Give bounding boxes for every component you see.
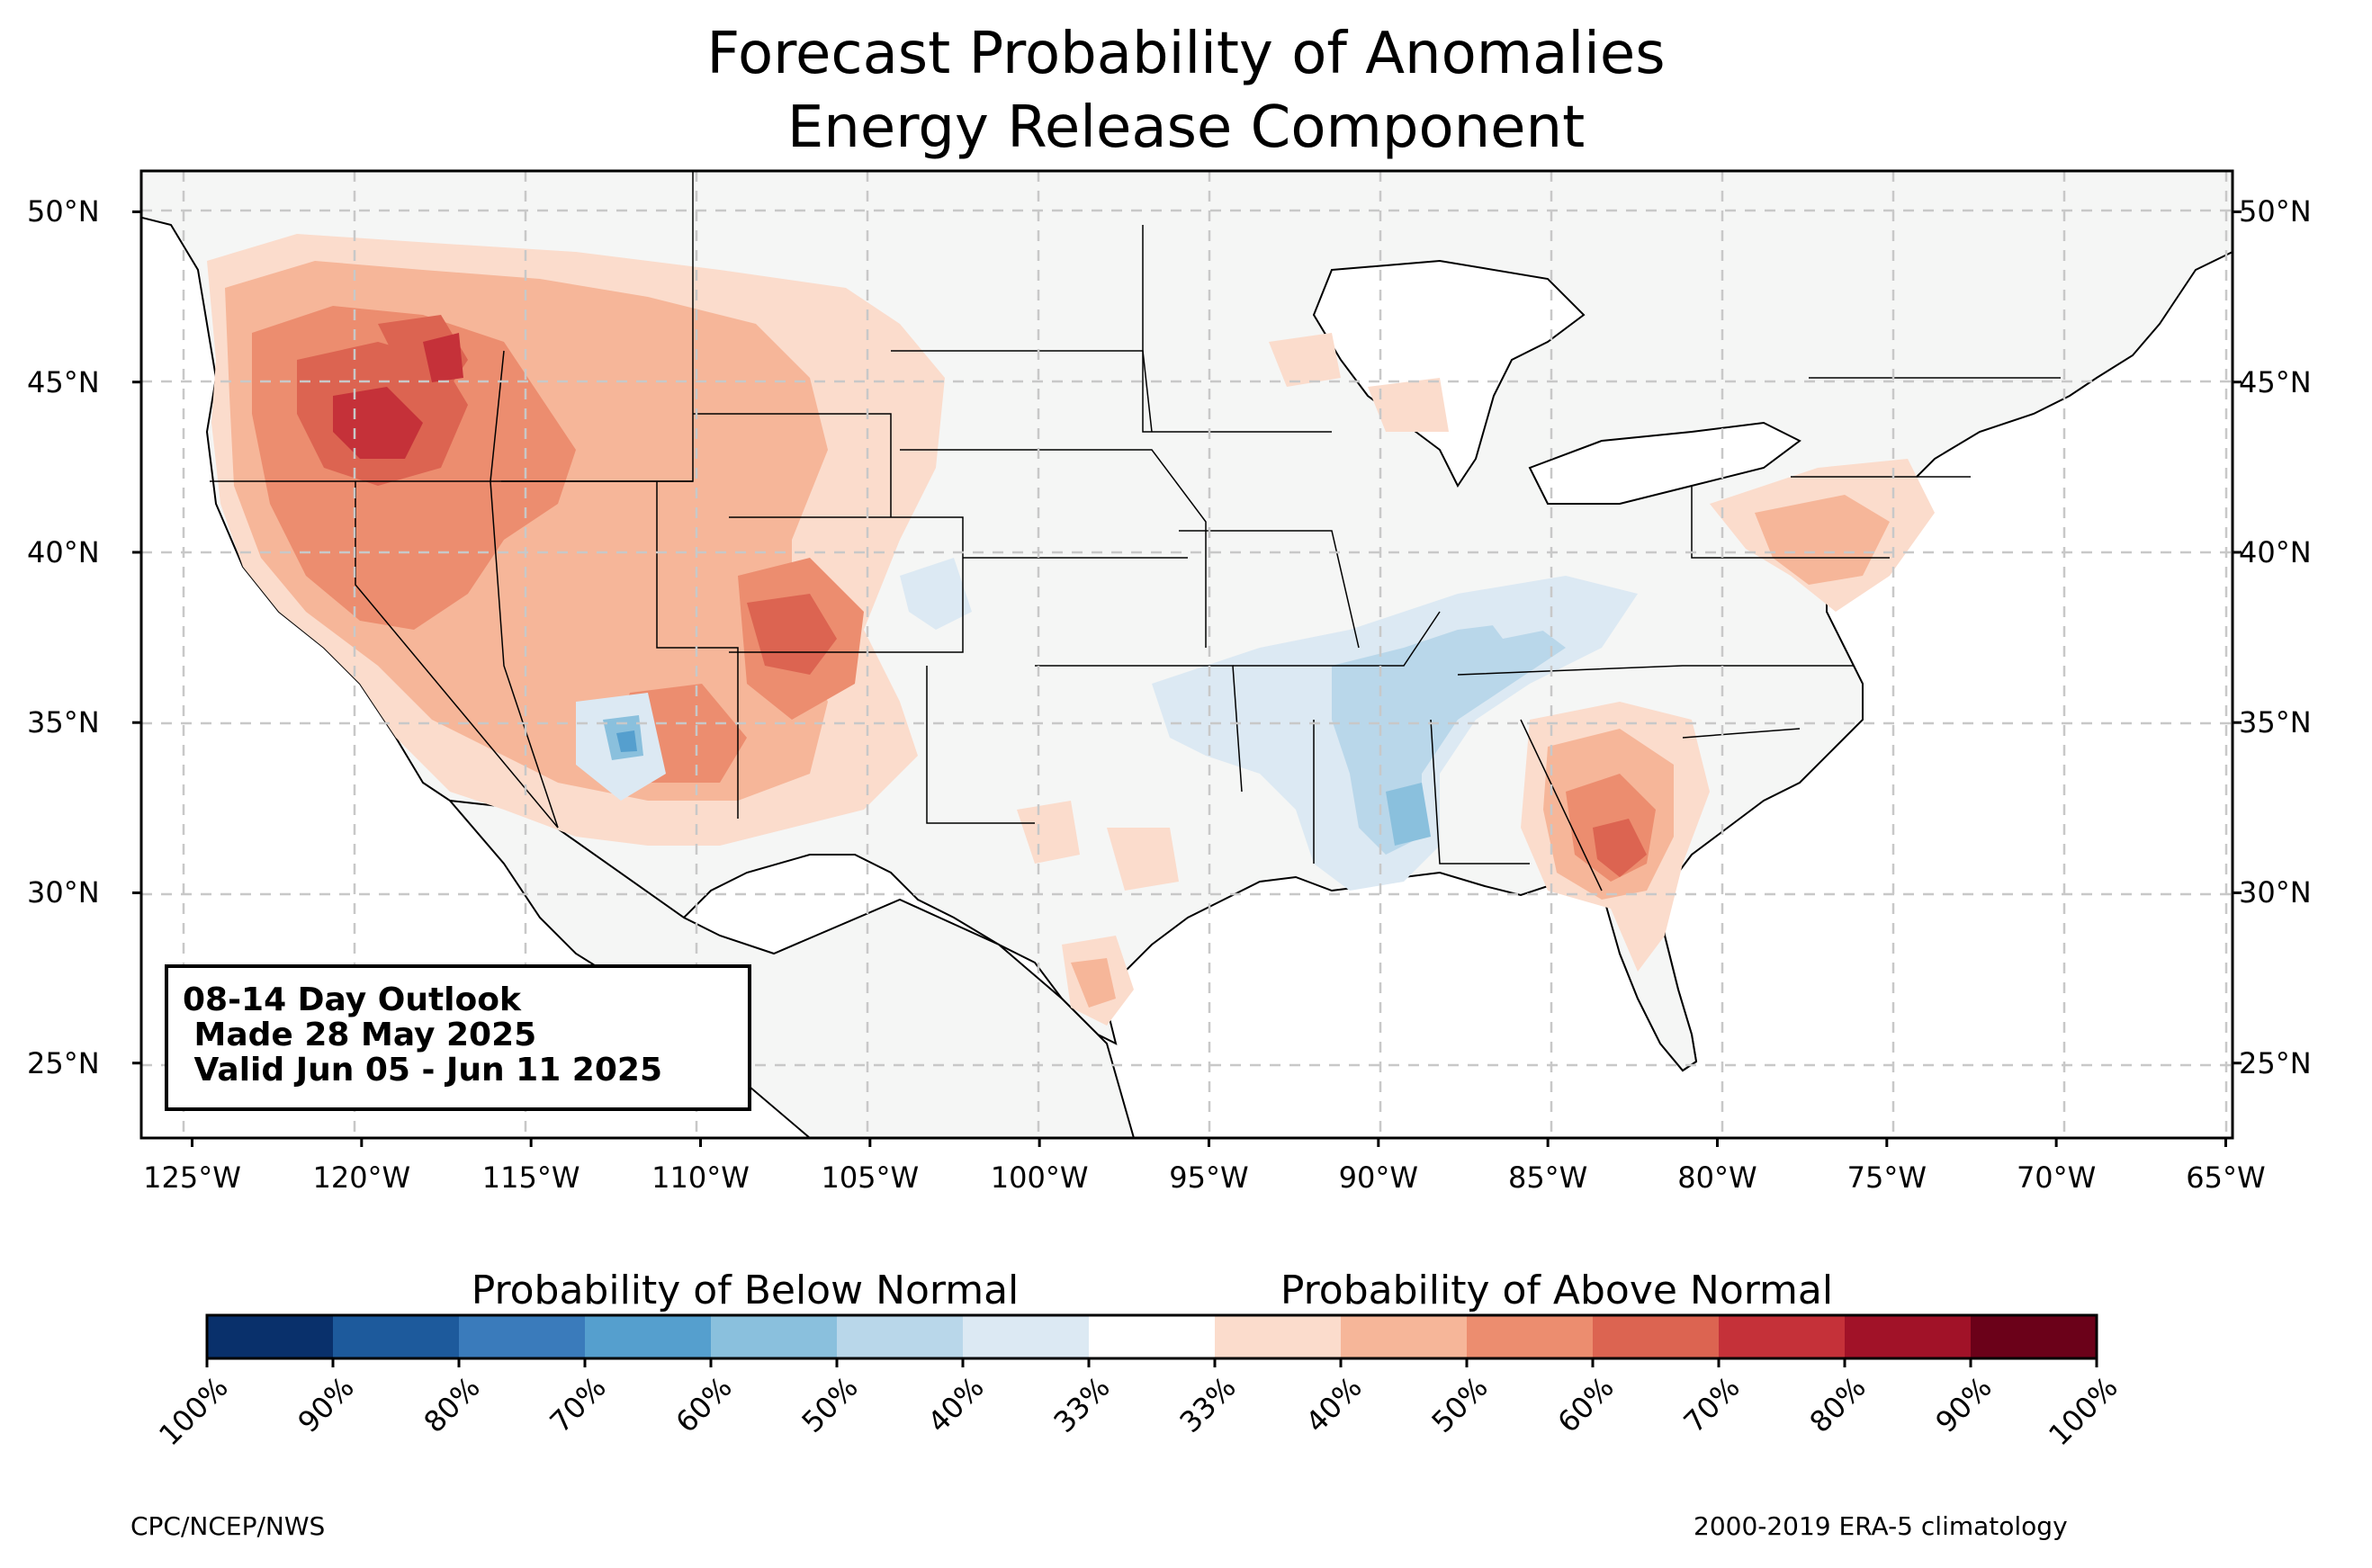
colorbar-segment	[459, 1315, 586, 1358]
colorbar-segment	[585, 1315, 712, 1358]
colorbar-segment	[711, 1315, 838, 1358]
lat-tick-label: 50°N	[2239, 194, 2312, 229]
colorbar-segment	[207, 1315, 334, 1358]
title-line-2: Energy Release Component	[786, 94, 1586, 161]
title-line-1: Forecast Probability of Anomalies	[706, 21, 1666, 87]
lat-tick-label: 30°N	[27, 875, 100, 910]
mexico-land	[447, 799, 1136, 1138]
lat-tick-label: 35°N	[2239, 705, 2312, 740]
lat-tick-label: 25°N	[27, 1045, 100, 1080]
lon-tick-label: 90°W	[1338, 1160, 1418, 1195]
outlook-valid-dates: Valid Jun 05 - Jun 11 2025	[183, 1052, 663, 1089]
lon-tick-label: 95°W	[1169, 1160, 1249, 1195]
lat-tick-label: 40°N	[2239, 534, 2312, 569]
outlook-info-box: 08-14 Day Outlook Made 28 May 2025 Valid…	[165, 964, 751, 1111]
colorbar-segment	[1089, 1315, 1216, 1358]
source-credit: CPC/NCEP/NWS	[130, 1511, 326, 1541]
lake-erie-ontario	[1528, 421, 1801, 505]
lat-tick-label: 25°N	[2239, 1045, 2312, 1080]
below-normal-regions	[576, 558, 1638, 891]
colorbar-segment	[1845, 1315, 1972, 1358]
lon-tick-label: 100°W	[990, 1160, 1089, 1195]
map-frame	[139, 169, 2234, 1140]
colorbar	[205, 1313, 2098, 1367]
lat-tick-label: 30°N	[2239, 875, 2312, 910]
colorbar-segment	[837, 1315, 964, 1358]
colorbar-segment	[1593, 1315, 1720, 1358]
lat-tick-label: 40°N	[27, 534, 100, 569]
colorbar-frame	[205, 1313, 2098, 1360]
lat-tick-label: 35°N	[27, 705, 100, 740]
lon-tick-label: 120°W	[312, 1160, 411, 1195]
lon-tick-label: 75°W	[1846, 1160, 1927, 1195]
lon-tick-label: 105°W	[821, 1160, 920, 1195]
colorbar-segment	[333, 1315, 460, 1358]
lon-tick-label: 65°W	[2186, 1160, 2266, 1195]
lat-tick-label: 50°N	[27, 194, 100, 229]
colorbar-segment	[1971, 1315, 2098, 1358]
axis-ticks	[132, 210, 2242, 1147]
lat-tick-label: 45°N	[27, 364, 100, 399]
colorbar-segment	[1719, 1315, 1846, 1358]
lon-tick-label: 115°W	[481, 1160, 580, 1195]
colorbar-segment	[1467, 1315, 1594, 1358]
colorbar-segment	[1341, 1315, 1468, 1358]
lon-tick-label: 80°W	[1677, 1160, 1757, 1195]
lon-tick-label: 110°W	[651, 1160, 750, 1195]
outlook-period: 08-14 Day Outlook	[183, 981, 521, 1018]
colorbar-segment	[963, 1315, 1090, 1358]
colorbar-segment	[1215, 1315, 1342, 1358]
graticule	[141, 171, 2233, 1138]
climatology-note: 2000-2019 ERA-5 climatology	[1694, 1511, 2068, 1541]
outlook-made-date: Made 28 May 2025	[183, 1017, 537, 1053]
lat-tick-label: 45°N	[2239, 364, 2312, 399]
colorbar-below-label: Probability of Below Normal	[471, 1268, 1020, 1313]
lon-tick-label: 125°W	[143, 1160, 241, 1195]
colorbar-above-label: Probability of Above Normal	[1280, 1268, 1834, 1313]
state-borders	[210, 171, 2061, 892]
lon-tick-label: 70°W	[2016, 1160, 2097, 1195]
lon-tick-label: 85°W	[1507, 1160, 1588, 1195]
